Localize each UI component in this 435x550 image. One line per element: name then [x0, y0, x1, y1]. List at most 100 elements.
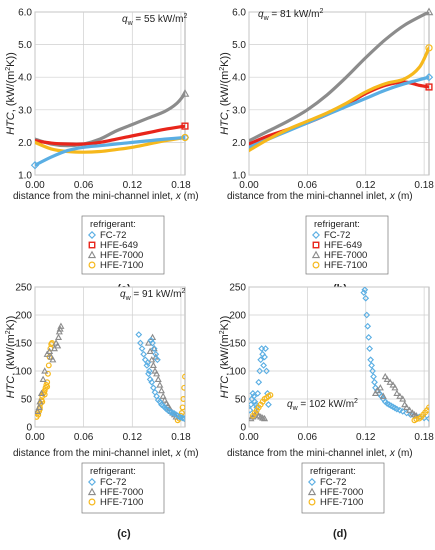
series-line-hfe-7000	[249, 12, 429, 143]
marker-fc-72-d	[366, 345, 374, 352]
marker-hfe-649-b	[312, 241, 320, 249]
marker-fc-72-c	[180, 415, 185, 422]
y-tick-label: 100	[15, 367, 32, 378]
series-line-fc-72	[35, 135, 185, 167]
legend-title: refrigerant:	[310, 466, 356, 477]
x-tick-label: 0.12	[356, 180, 376, 191]
x-axis-label: distance from the mini-channel inlet, x …	[13, 191, 199, 202]
marker-hfe-7100-c	[41, 391, 48, 398]
y-axis-label-sup: 2	[219, 330, 226, 334]
heat-flux-label: qw = 55 kW/m2	[122, 13, 187, 27]
marker-hfe-7000-d	[307, 487, 317, 496]
x-tick-label: 0.06	[74, 180, 94, 191]
heat-flux-symbol: q	[287, 399, 293, 410]
marker-fc-72-d	[251, 398, 259, 406]
legend-title: refrigerant:	[90, 466, 136, 477]
marker-fc-72-d	[256, 367, 264, 375]
marker-fc-72-c	[179, 414, 185, 422]
marker-fc-72-d	[265, 401, 272, 408]
marker-hfe-7000-c	[154, 375, 162, 383]
marker-hfe-7000-c	[156, 381, 164, 388]
legend-entry: FC-72	[100, 230, 126, 241]
y-tick-label: 3.0	[18, 105, 32, 116]
marker-fc-72-c	[140, 350, 148, 358]
marker-hfe-7100-c	[181, 384, 185, 391]
y-tick-label: 4.0	[18, 73, 32, 84]
marker-fc-72-c	[137, 339, 144, 347]
marker-hfe-7000-c	[54, 333, 63, 341]
marker-hfe-7000-d	[412, 412, 420, 419]
y-axis-label-sup: 2	[5, 330, 12, 334]
heat-flux-label: qw = 91 kW/m2	[120, 288, 185, 302]
marker-fc-72-c	[152, 350, 160, 358]
marker-fc-72-c	[167, 409, 175, 416]
marker-fc-72-c	[154, 356, 161, 364]
marker-fc-72-d	[308, 478, 316, 486]
marker-hfe-7000-d	[401, 400, 409, 408]
marker-hfe-7100-c	[180, 396, 185, 402]
legend-box	[305, 215, 389, 275]
x-tick-label: 0.00	[25, 180, 45, 191]
legend-entry: HFE-7100	[100, 497, 143, 508]
y-axis-label: HTC, (kW/(m2K))	[5, 316, 17, 399]
marker-hfe-7000-c	[153, 370, 161, 377]
marker-fc-72-d	[257, 356, 265, 364]
marker-fc-72-d	[261, 353, 268, 361]
marker-fc-72-c	[146, 376, 154, 383]
heat-flux-sup: 2	[181, 288, 185, 295]
y-tick-label: 100	[229, 367, 246, 378]
heat-flux-symbol: q	[120, 289, 126, 300]
marker-fc-72-c	[138, 345, 146, 352]
marker-fc-72-d	[369, 367, 376, 375]
marker-fc-72-d	[254, 390, 262, 397]
marker-fc-72-a	[30, 161, 40, 170]
legend-title: refrigerant:	[314, 219, 360, 230]
y-axis-label-htc: HTC	[5, 112, 17, 135]
marker-fc-72-d	[263, 367, 270, 375]
marker-hfe-7100-c	[182, 373, 185, 380]
legend-entry: HFE-7000	[100, 250, 143, 261]
legend-box	[81, 462, 165, 514]
x-axis-label: distance from the mini-channel inlet, x …	[227, 191, 413, 202]
marker-hfe-7000-d	[379, 392, 387, 399]
y-tick-label: 2.0	[18, 138, 32, 149]
x-axis-label-text: distance from the mini-channel inlet,	[227, 448, 390, 459]
x-tick-label: 0.06	[74, 432, 94, 443]
heat-flux-label: qw = 102 kW/m2	[287, 398, 358, 412]
x-tick-label: 0.00	[239, 180, 259, 191]
heat-flux-sup: 2	[354, 398, 358, 405]
y-axis-label-sup: 2	[219, 67, 226, 71]
marker-hfe-7100-c	[88, 498, 96, 506]
marker-hfe-7000-c	[36, 398, 44, 405]
x-axis-label-var: x	[175, 191, 182, 202]
marker-fc-72-d	[361, 287, 369, 294]
legend-entry: HFE-7000	[320, 487, 363, 498]
marker-fc-72-d	[364, 322, 372, 330]
marker-hfe-7000-c	[41, 367, 49, 374]
marker-hfe-7000-c	[46, 347, 54, 355]
legend-entry: FC-72	[320, 477, 346, 488]
marker-fc-72-c	[148, 378, 156, 386]
y-tick-label: 6.0	[232, 8, 246, 19]
y-tick-label: 5.0	[18, 40, 32, 51]
x-axis-label: distance from the mini-channel inlet, x …	[13, 448, 199, 459]
y-tick-label: 150	[229, 339, 246, 350]
x-axis-label-unit: (m)	[395, 448, 413, 459]
plot-area	[34, 11, 186, 176]
heat-flux-value: = 55 kW/m	[133, 14, 184, 25]
marker-fc-72-c	[145, 367, 153, 375]
marker-hfe-7100-d	[267, 392, 274, 399]
marker-hfe-7000-d	[391, 384, 399, 391]
legend-entry: HFE-649	[324, 240, 362, 251]
y-axis-label-end: K))	[219, 52, 231, 67]
marker-fc-72-d	[365, 334, 373, 341]
marker-hfe-7000-c	[87, 487, 97, 496]
legend-title: refrigerant:	[90, 219, 136, 230]
x-axis-label-var: x	[389, 191, 396, 202]
series-group	[249, 287, 429, 424]
plot-area	[248, 286, 430, 428]
marker-hfe-7000-d	[376, 384, 384, 391]
chart-panel-c: 0.00 0.06 0.12 0.18 0 50 100 150 200 250 HTC, (kW/…	[5, 283, 199, 541]
legend-entry: HFE-7100	[324, 260, 367, 271]
